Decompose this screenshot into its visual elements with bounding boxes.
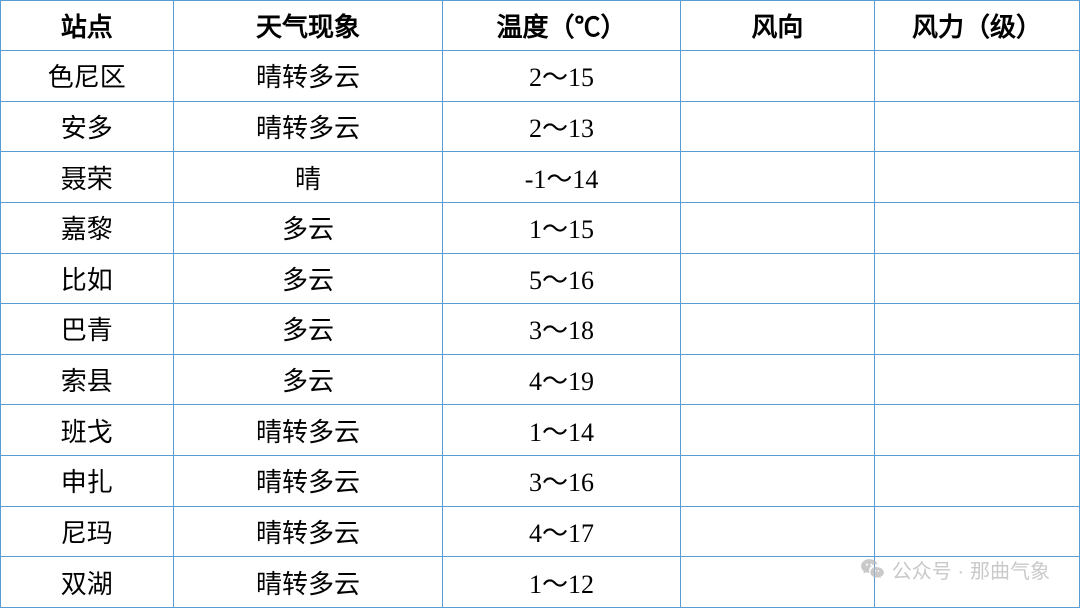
- cell-temperature: 2～15: [443, 51, 680, 102]
- table-row: 安多 晴转多云 2～13: [1, 101, 1080, 152]
- cell-temperature: 5～16: [443, 253, 680, 304]
- cell-weather: 晴转多云: [173, 405, 443, 456]
- table-row: 班戈 晴转多云 1～14: [1, 405, 1080, 456]
- cell-station: 安多: [1, 101, 174, 152]
- cell-wind-direction: [680, 405, 874, 456]
- cell-temperature: 3～18: [443, 304, 680, 355]
- cell-wind-direction: [680, 456, 874, 507]
- cell-wind-force: [874, 456, 1079, 507]
- cell-wind-force: [874, 354, 1079, 405]
- cell-temperature: 4～17: [443, 506, 680, 557]
- cell-temperature: 1～12: [443, 557, 680, 608]
- cell-station: 比如: [1, 253, 174, 304]
- header-station: 站点: [1, 1, 174, 51]
- table-row: 巴青 多云 3～18: [1, 304, 1080, 355]
- cell-weather: 晴转多云: [173, 101, 443, 152]
- cell-weather: 多云: [173, 253, 443, 304]
- cell-station: 双湖: [1, 557, 174, 608]
- cell-wind-force: [874, 304, 1079, 355]
- cell-station: 索县: [1, 354, 174, 405]
- cell-wind-direction: [680, 202, 874, 253]
- cell-wind-force: [874, 101, 1079, 152]
- cell-station: 色尼区: [1, 51, 174, 102]
- table-header-row: 站点 天气现象 温度（℃） 风向 风力（级）: [1, 1, 1080, 51]
- cell-station: 巴青: [1, 304, 174, 355]
- cell-weather: 多云: [173, 304, 443, 355]
- cell-temperature: 3～16: [443, 456, 680, 507]
- header-wind-force: 风力（级）: [874, 1, 1079, 51]
- cell-weather: 晴转多云: [173, 51, 443, 102]
- cell-temperature: 4～19: [443, 354, 680, 405]
- cell-temperature: -1～14: [443, 152, 680, 203]
- header-temperature: 温度（℃）: [443, 1, 680, 51]
- cell-station: 嘉黎: [1, 202, 174, 253]
- cell-weather: 多云: [173, 202, 443, 253]
- cell-wind-force: [874, 405, 1079, 456]
- cell-wind-direction: [680, 506, 874, 557]
- cell-weather: 多云: [173, 354, 443, 405]
- table-row: 索县 多云 4～19: [1, 354, 1080, 405]
- table-row: 嘉黎 多云 1～15: [1, 202, 1080, 253]
- cell-temperature: 2～13: [443, 101, 680, 152]
- weather-table: 站点 天气现象 温度（℃） 风向 风力（级） 色尼区 晴转多云 2～15 安多 …: [0, 0, 1080, 608]
- cell-wind-direction: [680, 152, 874, 203]
- cell-wind-direction: [680, 304, 874, 355]
- cell-station: 聂荣: [1, 152, 174, 203]
- table-row: 尼玛 晴转多云 4～17: [1, 506, 1080, 557]
- cell-wind-force: [874, 557, 1079, 608]
- header-wind-direction: 风向: [680, 1, 874, 51]
- cell-weather: 晴: [173, 152, 443, 203]
- cell-temperature: 1～14: [443, 405, 680, 456]
- table-row: 色尼区 晴转多云 2～15: [1, 51, 1080, 102]
- cell-temperature: 1～15: [443, 202, 680, 253]
- cell-station: 申扎: [1, 456, 174, 507]
- cell-station: 班戈: [1, 405, 174, 456]
- table-row: 比如 多云 5～16: [1, 253, 1080, 304]
- cell-wind-force: [874, 253, 1079, 304]
- cell-wind-force: [874, 202, 1079, 253]
- cell-wind-direction: [680, 253, 874, 304]
- table-row: 聂荣 晴 -1～14: [1, 152, 1080, 203]
- cell-wind-direction: [680, 354, 874, 405]
- header-weather: 天气现象: [173, 1, 443, 51]
- cell-wind-direction: [680, 101, 874, 152]
- cell-wind-direction: [680, 557, 874, 608]
- cell-wind-force: [874, 506, 1079, 557]
- cell-wind-force: [874, 152, 1079, 203]
- cell-weather: 晴转多云: [173, 456, 443, 507]
- cell-station: 尼玛: [1, 506, 174, 557]
- table-body: 色尼区 晴转多云 2～15 安多 晴转多云 2～13 聂荣 晴 -1～14 嘉黎…: [1, 51, 1080, 608]
- cell-weather: 晴转多云: [173, 506, 443, 557]
- table-row: 双湖 晴转多云 1～12: [1, 557, 1080, 608]
- table-row: 申扎 晴转多云 3～16: [1, 456, 1080, 507]
- cell-wind-direction: [680, 51, 874, 102]
- cell-wind-force: [874, 51, 1079, 102]
- cell-weather: 晴转多云: [173, 557, 443, 608]
